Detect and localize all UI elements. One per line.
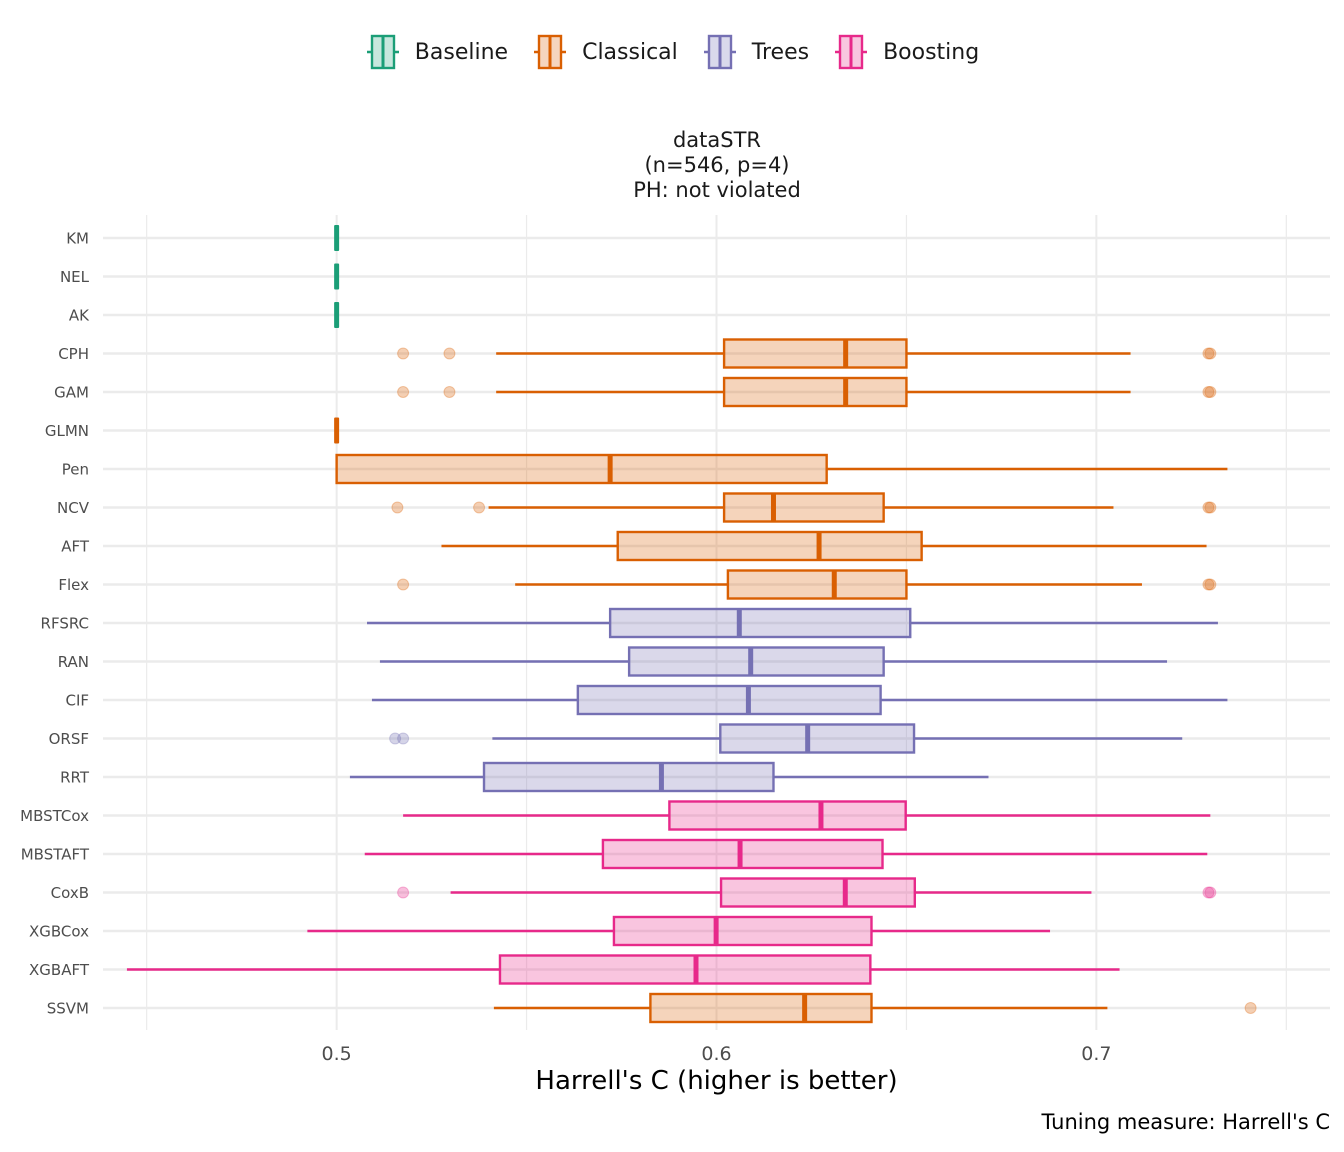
outlier-point bbox=[1202, 386, 1215, 398]
box bbox=[608, 607, 912, 639]
legend: Baseline Classical Trees Boosting bbox=[0, 30, 1344, 74]
box bbox=[722, 492, 885, 523]
legend-key-icon bbox=[835, 34, 868, 70]
y-tick-label: AFT bbox=[61, 538, 90, 556]
y-tick-label: GAM bbox=[54, 384, 89, 402]
legend-label: Trees bbox=[751, 39, 810, 65]
x-axis-label: Harrell's C (higher is better) bbox=[535, 1066, 898, 1096]
y-tick-label: RAN bbox=[58, 653, 89, 671]
y-tick-label: Flex bbox=[58, 576, 89, 594]
x-tick-label: 0.5 bbox=[322, 1043, 352, 1065]
x-tick-label: 0.7 bbox=[1081, 1043, 1111, 1065]
y-tick-label: MBSTAFT bbox=[21, 846, 90, 864]
y-tick-label: CoxB bbox=[51, 884, 89, 902]
legend-key-icon bbox=[366, 34, 399, 70]
title-line-ph: PH: not violated bbox=[633, 178, 801, 202]
box bbox=[726, 569, 908, 600]
box bbox=[482, 761, 775, 793]
legend-item-baseline: Baseline bbox=[365, 32, 508, 72]
box bbox=[722, 338, 908, 369]
y-tick-label: MBSTCox bbox=[20, 807, 89, 825]
median-mark bbox=[334, 225, 340, 251]
legend-item-trees: Trees bbox=[702, 32, 809, 72]
y-tick-label: XGBCox bbox=[29, 923, 89, 941]
median-mark bbox=[334, 263, 340, 290]
outlier-point bbox=[1202, 501, 1215, 514]
y-tick-label: AK bbox=[69, 307, 90, 325]
outlier-point bbox=[443, 386, 456, 398]
legend-label: Baseline bbox=[414, 39, 509, 65]
outlier-point bbox=[397, 886, 410, 899]
y-tick-label: RRT bbox=[60, 769, 90, 787]
outlier-point bbox=[397, 732, 410, 745]
y-tick-label: Pen bbox=[62, 461, 89, 479]
legend-item-classical: Classical bbox=[532, 32, 678, 72]
outlier-point bbox=[397, 347, 410, 360]
y-tick-label: GLMN bbox=[45, 422, 89, 440]
box bbox=[719, 877, 916, 908]
y-tick-label: KM bbox=[66, 230, 89, 248]
legend-label: Boosting bbox=[883, 39, 980, 65]
outlier-point bbox=[443, 347, 456, 360]
outlier-point bbox=[397, 578, 410, 591]
legend-key-icon bbox=[534, 34, 567, 70]
caption: Tuning measure: Harrell's C bbox=[1041, 1110, 1330, 1134]
median-mark bbox=[334, 302, 340, 328]
box bbox=[498, 954, 872, 985]
median-mark bbox=[334, 417, 340, 444]
outlier-point bbox=[1202, 347, 1215, 360]
outlier-point bbox=[1202, 578, 1215, 591]
y-tick-label: CPH bbox=[58, 345, 89, 363]
outlier-point bbox=[1204, 886, 1217, 899]
box bbox=[616, 530, 923, 562]
y-tick-label: CIF bbox=[65, 692, 89, 710]
outlier-point bbox=[1204, 386, 1217, 398]
title-line-dataset: dataSTR bbox=[672, 128, 762, 152]
legend-label: Classical bbox=[582, 39, 678, 65]
y-tick-label: XGBAFT bbox=[29, 961, 90, 979]
box bbox=[649, 992, 873, 1024]
box bbox=[668, 800, 907, 831]
box bbox=[612, 915, 873, 947]
outlier-point bbox=[1204, 347, 1217, 360]
outlier-point bbox=[473, 501, 486, 514]
box bbox=[576, 684, 882, 716]
outlier-point bbox=[389, 732, 402, 745]
box bbox=[722, 376, 908, 408]
box bbox=[719, 723, 916, 754]
x-tick-label: 0.6 bbox=[701, 1043, 731, 1065]
y-tick-label: NEL bbox=[60, 268, 90, 286]
y-tick-label: NCV bbox=[57, 499, 90, 517]
outlier-point bbox=[1204, 501, 1217, 514]
outlier-point bbox=[1202, 886, 1215, 899]
outlier-point bbox=[1244, 1002, 1257, 1014]
y-tick-label: RFSRC bbox=[41, 615, 89, 633]
outlier-point bbox=[391, 501, 404, 514]
box bbox=[335, 453, 828, 485]
legend-item-boosting: Boosting bbox=[833, 32, 979, 72]
chart-title: dataSTR (n=546, p=4) PH: not violated bbox=[0, 128, 1344, 203]
box bbox=[601, 838, 884, 870]
outlier-point bbox=[397, 386, 410, 398]
box bbox=[627, 646, 885, 677]
title-line-dimensions: (n=546, p=4) bbox=[644, 153, 790, 177]
outlier-point bbox=[1204, 578, 1217, 591]
y-tick-label: ORSF bbox=[49, 730, 89, 748]
legend-key-icon bbox=[703, 34, 736, 70]
y-tick-label: SSVM bbox=[47, 1000, 89, 1018]
